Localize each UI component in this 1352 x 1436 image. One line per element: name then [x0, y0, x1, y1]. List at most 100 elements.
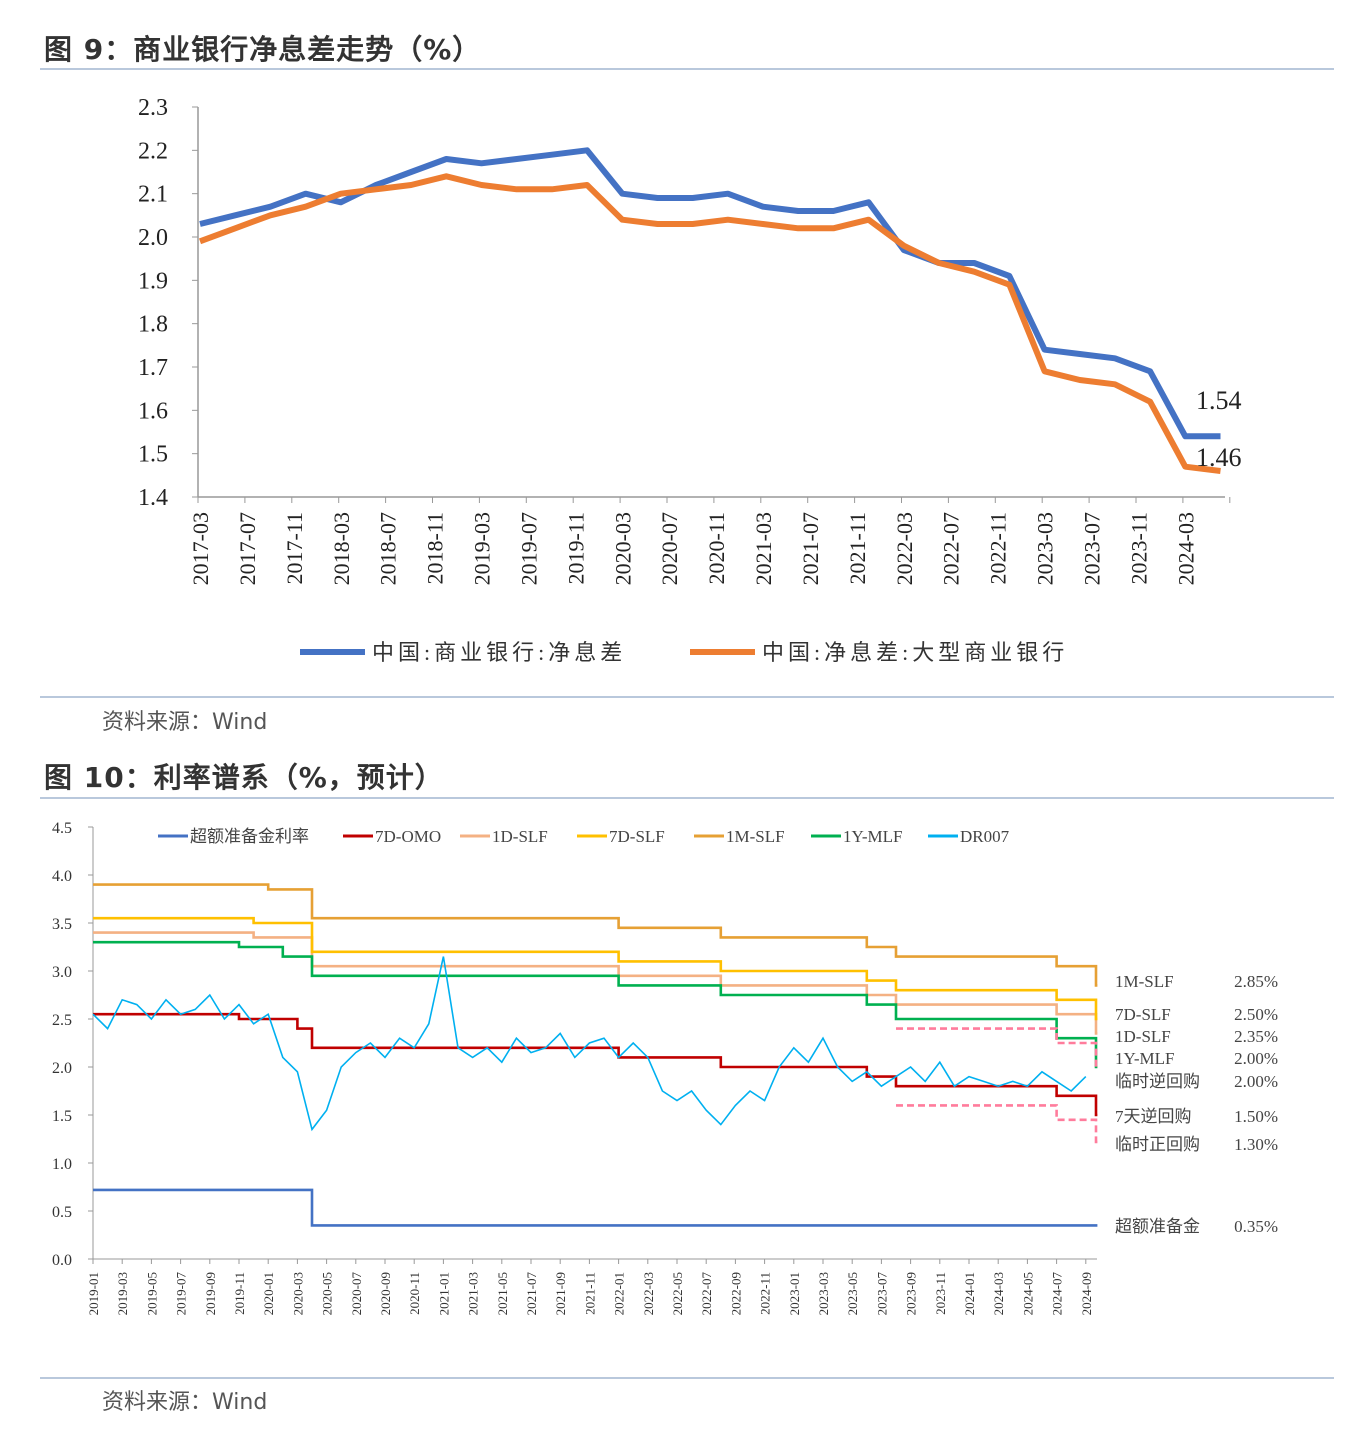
x-tick-label: 2021-09: [553, 1272, 568, 1315]
legend-label: 1Y-MLF: [843, 827, 903, 846]
right-value: 1.50%: [1234, 1107, 1278, 1126]
series-line-DR007: [92, 956, 1087, 1132]
right-label: 临时正回购: [1115, 1135, 1200, 1154]
x-tick-label: 2022-11: [758, 1272, 773, 1315]
legend-label: DR007: [960, 827, 1010, 846]
x-tick-label: 2023-07: [874, 1272, 889, 1316]
right-value: 2.85%: [1234, 972, 1278, 991]
series-line-临时逆回购: [896, 1027, 1098, 1069]
x-tick-label: 2020-07: [657, 512, 682, 585]
x-tick-label: 2024-07: [1050, 1272, 1065, 1316]
x-tick-label: 2024-03: [1173, 512, 1198, 585]
right-label: 7天逆回购: [1115, 1107, 1192, 1126]
x-tick-label: 2023-03: [816, 1272, 831, 1315]
x-tick-label: 2019-11: [232, 1272, 247, 1315]
y-tick-label: 2.5: [52, 1012, 72, 1029]
y-tick-label: 2.2: [138, 138, 168, 164]
x-tick-label: 2020-11: [704, 512, 729, 585]
y-tick-label: 0.5: [52, 1204, 72, 1221]
x-tick-label: 2019-01: [86, 1272, 101, 1315]
x-tick-label: 2021-07: [524, 1272, 539, 1316]
x-tick-label: 2023-01: [787, 1272, 802, 1315]
x-tick-label: 2019-07: [516, 512, 541, 585]
series-line-7D-OMO: [93, 1012, 1098, 1117]
x-tick-label: 2017-07: [235, 512, 260, 585]
x-tick-label: 2020-11: [407, 1272, 422, 1315]
x-tick-label: 2018-11: [423, 512, 448, 585]
x-tick-label: 2024-09: [1079, 1272, 1094, 1315]
x-tick-label: 2021-03: [466, 1272, 481, 1315]
y-tick-label: 1.4: [138, 485, 168, 511]
legend-label: 1M-SLF: [726, 827, 785, 846]
x-tick-label: 2019-03: [115, 1272, 130, 1315]
x-tick-label: 2021-07: [798, 512, 823, 585]
legend-label: 1D-SLF: [492, 827, 548, 846]
series-line-1M-SLF: [93, 883, 1098, 987]
x-tick-label: 2022-09: [728, 1272, 743, 1315]
x-tick-label: 2022-07: [699, 1272, 714, 1316]
y-tick-label: 2.0: [138, 225, 168, 251]
x-tick-label: 2022-07: [939, 512, 964, 585]
y-tick-label: 1.6: [138, 398, 168, 424]
x-tick-label: 2022-05: [670, 1272, 685, 1315]
y-tick-label: 4.0: [52, 868, 72, 885]
right-value: 2.00%: [1234, 1072, 1278, 1091]
series-line-超额准备金利率: [93, 1188, 1098, 1227]
x-tick-label: 2021-11: [845, 512, 870, 585]
right-value: 2.35%: [1234, 1027, 1278, 1046]
x-tick-label: 2023-09: [904, 1272, 919, 1315]
x-tick-label: 2023-05: [845, 1272, 860, 1315]
x-tick-label: 2019-07: [174, 1272, 189, 1316]
y-tick-label: 1.9: [138, 268, 168, 294]
x-tick-label: 2020-05: [320, 1272, 335, 1315]
figure9-title: 图 9：商业银行净息差走势（%）: [44, 33, 482, 66]
divider: [40, 696, 1334, 698]
x-tick-label: 2017-11: [282, 512, 307, 585]
y-tick-label: 2.1: [138, 182, 168, 208]
x-tick-label: 2024-01: [962, 1272, 977, 1315]
x-tick-label: 2021-05: [495, 1272, 510, 1315]
legend-label: 7D-SLF: [609, 827, 665, 846]
x-tick-label: 2021-11: [582, 1272, 597, 1315]
right-label: 1D-SLF: [1115, 1027, 1171, 1046]
divider: [40, 1377, 1334, 1379]
data-label: 1.54: [1196, 386, 1242, 415]
x-tick-label: 2022-01: [612, 1272, 627, 1315]
x-tick-label: 2017-03: [188, 512, 213, 585]
right-label: 7D-SLF: [1115, 1005, 1171, 1024]
figure9-source: 资料来源：Wind: [102, 710, 268, 735]
y-tick-label: 4.5: [52, 820, 72, 837]
divider: [40, 797, 1334, 799]
y-tick-label: 3.0: [52, 964, 72, 981]
right-label: 临时逆回购: [1115, 1072, 1200, 1091]
x-tick-label: 2020-07: [349, 1272, 364, 1316]
x-tick-label: 2021-01: [436, 1272, 451, 1315]
right-value: 2.00%: [1234, 1049, 1278, 1068]
series-line-1: [198, 173, 1221, 474]
x-tick-label: 2024-03: [991, 1272, 1006, 1315]
x-tick-label: 2021-03: [751, 512, 776, 585]
x-tick-label: 2022-03: [641, 1272, 656, 1315]
divider: [40, 68, 1334, 70]
x-tick-label: 2020-03: [610, 512, 635, 585]
series-line-临时正回购: [896, 1104, 1098, 1144]
y-tick-label: 0.0: [52, 1252, 72, 1269]
y-tick-label: 2.0: [52, 1060, 72, 1077]
y-tick-label: 1.8: [138, 312, 168, 338]
figure10-source: 资料来源：Wind: [102, 1390, 268, 1415]
x-tick-label: 2023-07: [1079, 512, 1104, 585]
legend-label: 超额准备金利率: [190, 827, 309, 846]
right-value: 2.50%: [1234, 1005, 1278, 1024]
legend-label: 中国:商业银行:净息差: [372, 640, 626, 665]
x-tick-label: 2019-03: [470, 512, 495, 585]
x-tick-label: 2018-07: [376, 512, 401, 585]
right-label: 1M-SLF: [1115, 972, 1174, 991]
x-tick-label: 2020-01: [261, 1272, 276, 1315]
y-tick-label: 1.0: [52, 1156, 72, 1173]
right-label: 超额准备金: [1115, 1217, 1200, 1236]
x-tick-label: 2022-03: [892, 512, 917, 585]
series-line-7D-SLF: [93, 916, 1098, 1021]
y-tick-label: 3.5: [52, 916, 72, 933]
legend-label: 7D-OMO: [375, 827, 441, 846]
